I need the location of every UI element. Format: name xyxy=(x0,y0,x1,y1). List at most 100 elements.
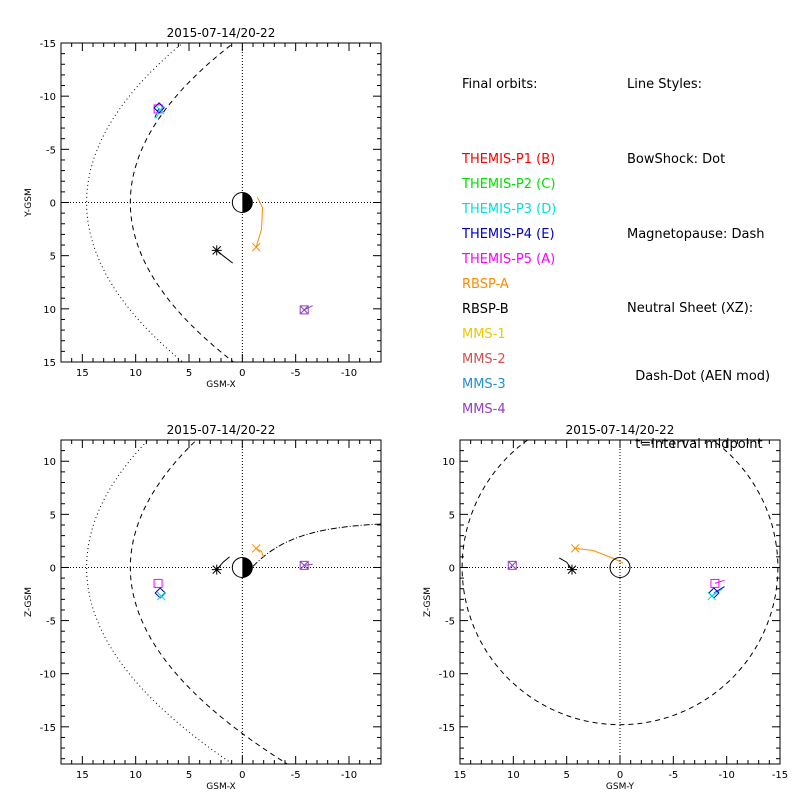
data-point-marker xyxy=(153,578,163,588)
y-tick-label: -15 xyxy=(40,723,56,734)
legend-item: RBSP-A xyxy=(462,277,509,292)
data-point-marker xyxy=(211,564,222,575)
neutral-sheet xyxy=(252,523,381,567)
data-point-marker xyxy=(153,104,163,114)
x-tick-label: -10 xyxy=(341,368,357,379)
y-tick-label: -5 xyxy=(445,617,455,628)
x-axis-label: GSM-X xyxy=(206,380,235,390)
data-point-marker xyxy=(153,102,165,114)
bow-shock xyxy=(86,43,184,362)
legend-item: THEMIS-P4 (E) xyxy=(462,227,555,242)
y-tick-label: 5 xyxy=(50,510,56,521)
legend-item: RBSP-B xyxy=(462,302,509,317)
x-tick-label: -10 xyxy=(718,770,734,781)
plot-frame xyxy=(60,439,382,765)
data-point-marker xyxy=(251,242,261,252)
legend-item: MMS-4 xyxy=(462,402,506,417)
x-tick-label: -5 xyxy=(291,368,301,379)
chart-panel: 15 10 5 0 -5 -10 -15 -15 -10 -5 0 5 10 2015-07-14/20-… xyxy=(423,423,788,792)
chart-title: 2015-07-14/20-22 xyxy=(566,423,675,437)
x-axis-label: GSM-X xyxy=(206,782,235,792)
magnetopause xyxy=(129,43,235,362)
line-style-entry: BowShock: Dot xyxy=(627,152,726,167)
data-point-marker xyxy=(211,245,222,256)
line-style-entry: Magnetopause: Dash xyxy=(627,227,765,242)
data-point-marker xyxy=(507,560,517,570)
x-tick-label: -5 xyxy=(668,770,678,781)
x-axis-label: GSM-Y xyxy=(606,782,635,792)
legend-item: MMS-2 xyxy=(462,352,506,367)
data-point-marker xyxy=(708,587,720,599)
data-point-marker xyxy=(299,305,309,315)
chart-panel: 15 10 5 0 -5 -10 -15 -10 -5 0 5 10 15 2015-07-14/20-2… xyxy=(24,26,382,390)
y-tick-label: 10 xyxy=(442,457,455,468)
chart-title: 2015-07-14/20-22 xyxy=(167,423,276,437)
y-tick-label: 10 xyxy=(43,305,56,316)
boundaries xyxy=(86,43,313,362)
x-tick-label: 10 xyxy=(507,770,520,781)
chart-title: 2015-07-14/20-22 xyxy=(167,26,276,40)
legend-item: THEMIS-P1 (B) xyxy=(462,152,556,167)
data-point-marker xyxy=(299,560,309,570)
y-tick-label: -10 xyxy=(439,670,455,681)
x-tick-label: 15 xyxy=(454,770,467,781)
line-styles-legend: Line Styles: BowShock: Dot Magnetopause:… xyxy=(627,22,770,479)
y-tick-label: -15 xyxy=(439,723,455,734)
earth-night-side xyxy=(242,192,253,213)
orbit-track xyxy=(713,586,725,594)
data-point-marker xyxy=(154,587,166,599)
line-style-entry: t=interval midpoint xyxy=(627,437,763,452)
data-point-marker xyxy=(156,591,166,601)
data-point-marker xyxy=(570,544,580,553)
y-axis-label: Z-GSM xyxy=(24,587,34,617)
line-style-entry: Neutral Sheet (XZ): xyxy=(627,301,754,316)
y-tick-label: -10 xyxy=(40,92,56,103)
data-point-marker xyxy=(710,578,720,588)
data-point-marker xyxy=(251,544,261,553)
legend-item: MMS-1 xyxy=(462,327,506,342)
legend-item: MMS-3 xyxy=(462,377,506,392)
y-tick-label: 5 xyxy=(50,252,56,263)
y-axis-label: Y-GSM xyxy=(24,188,34,217)
x-tick-label: 0 xyxy=(617,770,623,781)
orbit-track xyxy=(575,547,624,564)
line-styles-title: Line Styles: xyxy=(627,77,703,92)
orbit-track xyxy=(155,109,161,119)
x-tick-label: 5 xyxy=(186,368,192,379)
line-style-entry: Dash-Dot (AEN mod) xyxy=(627,369,771,384)
x-tick-label: 0 xyxy=(239,368,245,379)
x-tick-label: 5 xyxy=(186,770,192,781)
bow-shock xyxy=(86,440,234,764)
x-tick-label: 10 xyxy=(129,770,142,781)
data-point-marker xyxy=(299,560,309,570)
orbits-legend: Final orbits: THEMIS-P1 (B) THEMIS-P2 (C)… xyxy=(462,22,556,447)
earth-icon xyxy=(609,556,631,578)
y-tick-label: -15 xyxy=(40,39,56,50)
data-point-marker xyxy=(299,305,309,315)
x-tick-label: 10 xyxy=(129,368,142,379)
x-tick-label: 15 xyxy=(76,368,89,379)
data-point-marker xyxy=(707,591,717,601)
data-point-marker xyxy=(507,560,517,570)
x-tick-label: -15 xyxy=(772,770,788,781)
y-tick-label: 10 xyxy=(43,457,56,468)
y-tick-label: 15 xyxy=(43,358,56,369)
data-point-marker xyxy=(567,564,577,575)
x-tick-label: 15 xyxy=(76,770,89,781)
y-axis-label: Z-GSM xyxy=(423,587,433,617)
orbit-track xyxy=(255,196,264,248)
orbits-legend-items: THEMIS-P1 (B) THEMIS-P2 (C) THEMIS-P3 (D) T… xyxy=(462,147,556,422)
legend-item: THEMIS-P5 (A) xyxy=(462,252,556,267)
y-tick-label: -5 xyxy=(46,145,56,156)
y-tick-label: 0 xyxy=(449,563,455,574)
y-tick-label: 5 xyxy=(449,510,455,521)
earth-night-side xyxy=(242,557,253,578)
x-tick-label: -5 xyxy=(291,770,301,781)
x-tick-label: -10 xyxy=(341,770,357,781)
orbit-track xyxy=(714,579,725,584)
legend-item: THEMIS-P2 (C) xyxy=(462,177,556,192)
magnetopause xyxy=(129,440,289,764)
x-tick-label: 5 xyxy=(563,770,569,781)
orbits-legend-title: Final orbits: xyxy=(462,77,538,92)
